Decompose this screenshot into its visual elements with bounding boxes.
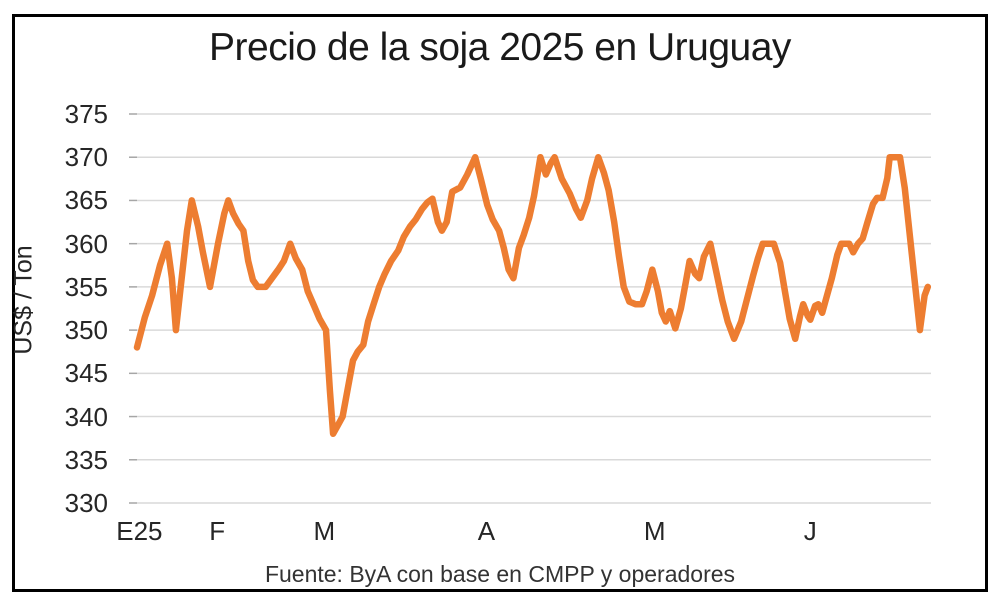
x-tick-label-m: M bbox=[643, 516, 666, 546]
y-tick-label: 370 bbox=[64, 142, 108, 173]
y-axis-title-text: US$ / Ton bbox=[9, 245, 38, 355]
price-line bbox=[133, 153, 932, 438]
y-tick-label: 340 bbox=[64, 401, 108, 432]
source-note: Fuente: ByA con base en CMPP y operadore… bbox=[264, 561, 736, 587]
y-tick-label: 345 bbox=[64, 358, 108, 389]
x-tick-label-e25: E25 bbox=[116, 516, 163, 546]
y-tick-label: 350 bbox=[64, 315, 108, 346]
y-tick-label: 365 bbox=[64, 185, 108, 216]
y-tick-label: 375 bbox=[64, 99, 108, 129]
x-tick-label-f: F bbox=[209, 516, 226, 546]
y-tick-label: 335 bbox=[64, 444, 108, 475]
x-tick-label-j: J bbox=[803, 516, 817, 546]
x-tick-label-a: A bbox=[477, 516, 496, 546]
chart-title: Precio de la soja 2025 en Uruguay bbox=[209, 26, 791, 69]
plot-area bbox=[129, 113, 932, 504]
y-tick-label: 355 bbox=[64, 271, 108, 302]
y-tick-label: 360 bbox=[64, 228, 108, 259]
y-tick-label: 330 bbox=[64, 488, 108, 518]
x-tick-label-m: M bbox=[313, 516, 336, 546]
